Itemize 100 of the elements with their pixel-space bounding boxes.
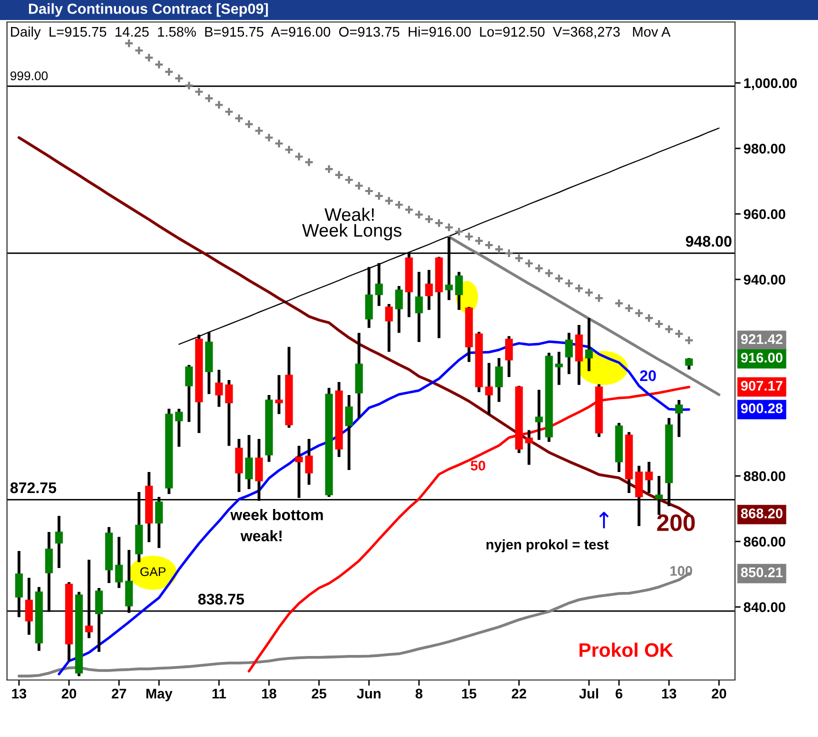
x-tick-label: 20 [62,688,76,699]
point [374,191,384,201]
candlestick [345,394,353,472]
chart-title: Daily Continuous Contract [Sep09] [28,3,268,17]
y-tick-label: 1,000.00 [744,78,797,90]
text: 868.20 [740,508,782,518]
y-tick-label: 940.00 [744,274,786,285]
point [584,288,594,298]
point [254,126,264,136]
x-tick-label: Jul [579,688,598,699]
x-tick-label: 22 [512,688,526,698]
candlestick [425,268,433,312]
candlestick [375,262,383,308]
point [384,196,394,206]
series-label: 200 [657,514,695,532]
point [434,218,444,228]
point [154,60,164,70]
point [244,119,254,130]
point [224,106,234,117]
candlestick [555,350,563,386]
point [294,152,304,162]
text: 850.21 [740,567,783,578]
series-label: 100 [670,566,692,576]
point [664,324,674,334]
point [284,144,294,155]
candlestick [675,398,683,438]
point [364,186,374,196]
point [324,164,334,174]
annotation: Prokol OK [580,642,674,657]
point [414,210,424,220]
x-tick-label: 13 [662,688,676,699]
point [164,66,174,77]
point [174,73,184,84]
candlestick [395,284,403,334]
point [184,80,194,90]
x-tick-label: Jun [356,688,380,699]
point [554,274,564,284]
point [234,113,244,124]
candlestick [185,364,193,424]
point [194,86,204,97]
annotation: nyjen prokol = test [486,539,609,552]
x-tick-label: 15 [462,688,476,699]
point [204,93,214,104]
candlestick [55,514,63,570]
point [524,258,534,268]
point [644,313,654,323]
point [394,200,404,210]
text: 921.42 [741,334,782,344]
x-tick-label: 8 [416,688,422,699]
text: 900.28 [741,403,783,414]
point [274,138,284,148]
point [474,236,484,246]
ref-line-label: 838.75 [198,594,244,605]
candlestick [645,460,653,494]
y-tick-label: 840.00 [744,602,786,612]
point [484,240,494,250]
point [214,100,224,110]
candlestick [175,407,183,448]
point [594,293,604,303]
chart-subtitle: Daily L=915.75 14.25 1.58% B=915.75 A=916.00 O=913.75 Hi=916.00 Lo=912.50 V=368,273 Mov A [11,26,671,40]
point [494,244,504,254]
point [334,170,344,180]
point [564,278,574,288]
ref-line-label: 999.00 [10,71,48,80]
point [674,328,684,339]
point [454,226,464,236]
y-tick-label: 860.00 [744,536,786,547]
candlestick [385,302,393,354]
annotation: Week Longs [302,223,402,240]
candlestick [115,535,123,590]
annotation: ↑ [599,512,609,528]
candlestick [685,356,693,371]
annotation: Weak! [324,208,374,221]
point [544,268,554,278]
candlestick [275,374,283,416]
point [654,319,664,329]
candlestick [305,438,313,486]
text: 907.17 [741,380,782,391]
x-tick-label: May [146,688,172,702]
point [534,263,544,274]
y-tick-label: 980.00 [744,144,786,154]
point [624,303,634,314]
candlestick [495,356,503,404]
candlestick [585,316,593,373]
point [424,214,434,224]
point [614,298,624,308]
x-tick-label: 20 [712,688,726,699]
candlestick [245,434,253,490]
annotation: GAP [140,567,166,576]
candlestick [225,378,233,448]
y-tick-label: 960.00 [744,209,786,220]
ref-line-label: 948.00 [686,236,732,247]
candlestick [565,331,573,376]
candlestick [415,270,423,344]
point [344,175,354,185]
point [444,222,454,232]
point [304,157,314,168]
point [504,248,514,258]
x-tick-label: 6 [616,688,622,699]
annotation: week bottom [230,509,323,520]
